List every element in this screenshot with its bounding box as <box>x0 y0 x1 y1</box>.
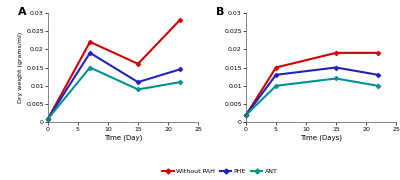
Text: B: B <box>216 7 224 17</box>
Legend: Without PAH, PHE, ANT: Without PAH, PHE, ANT <box>160 166 280 177</box>
Y-axis label: Dry weight (grams/ml): Dry weight (grams/ml) <box>18 32 24 103</box>
Text: A: A <box>18 7 27 17</box>
X-axis label: Time (Days): Time (Days) <box>300 134 342 141</box>
X-axis label: Time (Day): Time (Day) <box>104 134 142 141</box>
